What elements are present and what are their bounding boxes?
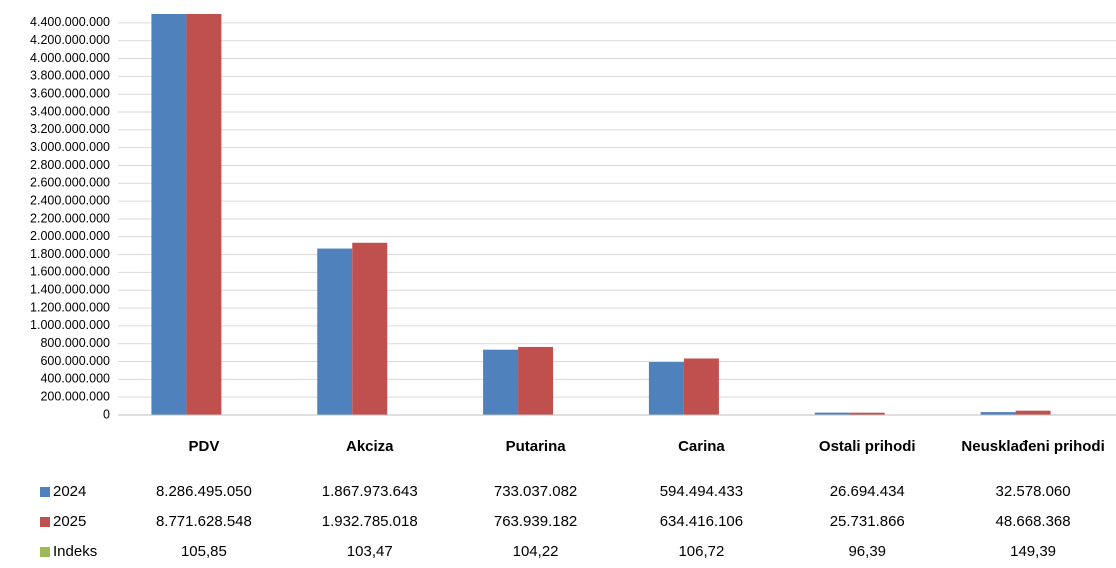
- legend-swatch: [40, 547, 50, 557]
- table-value: 594.494.433: [659, 483, 744, 500]
- table-value: 763.939.182: [493, 513, 578, 530]
- plot: 0 200.000.000 400.000.000 600.000.000 800.00…: [30, 14, 1116, 421]
- bar: [849, 412, 885, 415]
- y-tick-label: 2.600.000.000: [30, 176, 110, 190]
- bar: [518, 346, 554, 415]
- table-value: 103,47: [346, 543, 393, 560]
- category-label: Putarina: [505, 437, 566, 455]
- table-value: 25.731.866: [829, 513, 905, 530]
- y-tick-label: 1.200.000.000: [30, 300, 110, 314]
- y-tick-label: 4.200.000.000: [30, 33, 110, 47]
- y-tick-label: 2.800.000.000: [30, 158, 110, 172]
- y-tick-label: 600.000.000: [40, 354, 110, 368]
- y-tick-label: 3.000.000.000: [30, 140, 110, 154]
- table-value: 1.867.973.643: [321, 483, 418, 500]
- bar: [186, 14, 222, 415]
- table-value: 104,22: [512, 543, 559, 560]
- table-value: 8.771.628.548: [155, 513, 252, 530]
- bar: [151, 14, 187, 415]
- y-tick-label: 2.000.000.000: [30, 229, 110, 243]
- table-value: 634.416.106: [659, 513, 744, 530]
- y-tick-label: 3.800.000.000: [30, 69, 110, 83]
- table-value: 96,39: [848, 543, 887, 560]
- y-tick-label: 4.400.000.000: [30, 15, 110, 29]
- category-label: PDV: [188, 437, 220, 455]
- y-tick-label: 0: [103, 407, 110, 421]
- y-tick-label: 2.200.000.000: [30, 211, 110, 225]
- table-value: 48.668.368: [995, 513, 1071, 530]
- y-tick-label: 200.000.000: [40, 389, 110, 403]
- y-tick-label: 400.000.000: [40, 372, 110, 386]
- bar: [814, 412, 850, 415]
- table-value: 733.037.082: [493, 483, 578, 500]
- bar: [980, 412, 1016, 415]
- y-tick-label: 4.000.000.000: [30, 51, 110, 65]
- y-tick-label: 1.000.000.000: [30, 318, 110, 332]
- y-tick-label: 3.200.000.000: [30, 122, 110, 136]
- category-label: Neusklađeni prihodi: [961, 437, 1105, 455]
- bar: [683, 358, 719, 415]
- bar: [483, 349, 519, 415]
- bar: [1015, 410, 1051, 415]
- category-label: Akciza: [345, 437, 394, 455]
- category-label: Carina: [678, 437, 725, 455]
- bar: [352, 242, 388, 415]
- y-tick-label: 1.400.000.000: [30, 283, 110, 297]
- y-tick-label: 3.600.000.000: [30, 86, 110, 100]
- legend-label: 2025: [53, 513, 87, 530]
- legend-label: 2024: [53, 483, 87, 500]
- bar: [648, 362, 684, 415]
- legend-swatch: [40, 517, 50, 527]
- table-value: 149,39: [1010, 543, 1057, 560]
- y-tick-label: 1.800.000.000: [30, 247, 110, 261]
- y-tick-label: 2.400.000.000: [30, 193, 110, 207]
- table-value: 1.932.785.018: [321, 513, 418, 530]
- legend-label: Indeks: [53, 543, 98, 560]
- category-label: Ostali prihodi: [818, 437, 916, 455]
- table-value: 105,85: [180, 543, 227, 560]
- bar: [317, 248, 353, 415]
- table-value: 106,72: [678, 543, 725, 560]
- y-tick-label: 1.600.000.000: [30, 265, 110, 279]
- table-value: 32.578.060: [995, 483, 1071, 500]
- y-tick-label: 800.000.000: [40, 336, 110, 350]
- table-value: 8.286.495.050: [155, 483, 252, 500]
- legend-swatch: [40, 487, 50, 497]
- table-value: 26.694.434: [829, 483, 905, 500]
- y-tick-label: 3.400.000.000: [30, 104, 110, 118]
